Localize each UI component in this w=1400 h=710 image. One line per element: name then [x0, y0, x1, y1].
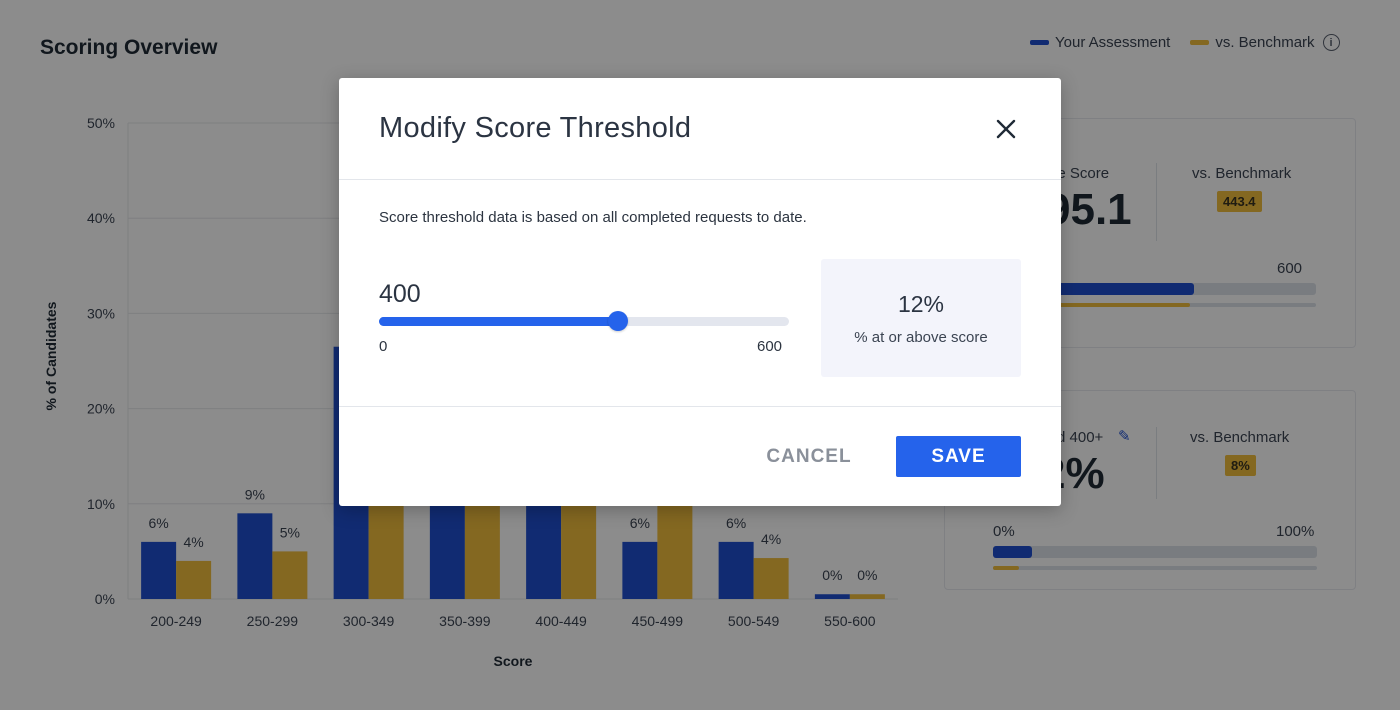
bar-data-label: 6%	[149, 515, 169, 531]
card-divider	[1156, 427, 1157, 499]
y-tick-label: 40%	[87, 210, 115, 226]
y-tick-label: 50%	[87, 115, 115, 131]
legend-swatch-assessment	[1030, 40, 1049, 45]
y-tick-label: 0%	[95, 591, 115, 607]
dialog-description: Score threshold data is based on all com…	[379, 209, 807, 226]
bar-benchmark	[753, 558, 789, 599]
info-icon[interactable]: i	[1322, 34, 1340, 51]
x-tick-label: 300-349	[343, 613, 395, 629]
bar-benchmark	[176, 560, 212, 599]
y-tick-label: 30%	[87, 305, 115, 321]
threshold-result-label: % at or above score	[854, 329, 988, 346]
chart-x-ticks: 200-249 250-299 300-349 350-399 400-449 450-4…	[150, 613, 875, 629]
bar-data-label: 6%	[726, 515, 746, 531]
average-scale-max: 600	[1277, 260, 1303, 277]
x-axis-title: Score	[494, 653, 533, 669]
slider-fill	[379, 317, 619, 326]
dialog-title: Modify Score Threshold	[379, 112, 692, 144]
bar-assessment	[141, 541, 177, 599]
y-tick-label: 10%	[87, 496, 115, 512]
bar-assessment	[622, 541, 658, 599]
bar-data-label: 9%	[245, 486, 265, 502]
chart-legend: Your Assessment vs. Benchmark i	[1030, 34, 1340, 51]
x-tick-label: 350-399	[439, 613, 491, 629]
bar-assessment	[718, 541, 754, 599]
threshold-scale-min: 0%	[993, 523, 1015, 540]
threshold-bar-track	[993, 546, 1317, 558]
threshold-benchmark-bar-fill	[993, 566, 1019, 570]
score-threshold-slider[interactable]	[379, 311, 789, 331]
threshold-result-value: 12%	[897, 291, 945, 317]
average-benchmark-badge: 443.4	[1217, 191, 1262, 212]
save-button[interactable]: SAVE	[896, 436, 1021, 477]
threshold-scale-max: 100%	[1276, 523, 1315, 540]
slider-max-label: 600	[757, 338, 783, 355]
chart-y-ticks: 0% 10% 20% 30% 40% 50%	[87, 115, 115, 607]
x-tick-label: 500-549	[728, 613, 780, 629]
average-benchmark-bar-fill	[994, 303, 1191, 307]
y-tick-label: 20%	[87, 401, 115, 417]
bar-benchmark	[272, 551, 308, 599]
x-tick-label: 550-600	[824, 613, 876, 629]
slider-value: 400	[379, 280, 421, 308]
bar-assessment	[814, 594, 850, 599]
legend-item-assessment: Your Assessment	[1030, 34, 1170, 51]
threshold-benchmark-label: vs. Benchmark	[1190, 429, 1290, 446]
modify-threshold-dialog: Modify Score Threshold Score threshold d…	[339, 78, 1061, 506]
slider-min-label: 0	[379, 338, 388, 355]
x-tick-label: 400-449	[535, 613, 587, 629]
bar-data-label: 0%	[822, 567, 842, 583]
x-tick-label: 450-499	[632, 613, 684, 629]
y-axis-title: % of Candidates	[43, 301, 59, 410]
close-button[interactable]	[991, 114, 1021, 144]
pencil-icon[interactable]: ✎	[1118, 428, 1131, 445]
threshold-benchmark-badge: 8%	[1225, 455, 1256, 476]
bar-data-label: 4%	[184, 534, 204, 550]
bar-data-label: 4%	[761, 531, 781, 547]
legend-swatch-benchmark	[1190, 40, 1210, 45]
x-tick-label: 250-299	[247, 613, 299, 629]
bar-data-label: 0%	[857, 567, 877, 583]
average-score-label: ge Score	[1049, 165, 1110, 182]
slider-thumb[interactable]	[608, 311, 629, 331]
bar-assessment	[237, 513, 273, 599]
card-divider	[1156, 163, 1157, 241]
cancel-button[interactable]: CANCEL	[766, 446, 852, 467]
dialog-header-divider	[339, 179, 1061, 180]
x-tick-label: 200-249	[150, 613, 202, 629]
bar-benchmark	[849, 594, 885, 599]
threshold-benchmark-bar-track	[993, 566, 1317, 570]
threshold-label: d 400+	[1057, 429, 1104, 446]
dialog-footer-divider	[339, 406, 1061, 407]
legend-label-benchmark: vs. Benchmark	[1215, 34, 1315, 51]
page-title: Scoring Overview	[40, 36, 218, 59]
close-icon	[996, 119, 1016, 139]
threshold-bar-fill	[993, 546, 1032, 558]
average-benchmark-label: vs. Benchmark	[1192, 165, 1292, 182]
threshold-result-box: 12% % at or above score	[821, 259, 1021, 377]
legend-label-assessment: Your Assessment	[1055, 34, 1171, 51]
bar-data-label: 5%	[280, 524, 300, 540]
legend-item-benchmark: vs. Benchmark	[1190, 34, 1315, 51]
bar-data-label: 6%	[630, 515, 650, 531]
